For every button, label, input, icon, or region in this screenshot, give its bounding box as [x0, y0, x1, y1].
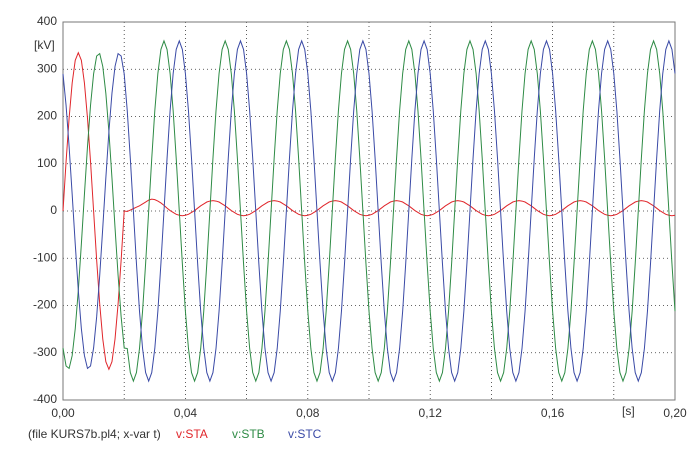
y-tick-label: 300 — [37, 61, 57, 75]
series-line — [62, 51, 676, 371]
legend-prefix: (file KURS7b.pl4; x-var t) — [28, 427, 161, 441]
x-axis-label: [s] — [622, 404, 635, 418]
x-tick-label: 0,20 — [663, 406, 687, 420]
legend-entry: v:STB — [232, 427, 265, 441]
y-axis-label: [kV] — [34, 38, 55, 52]
y-tick-label: 100 — [37, 156, 57, 170]
series-line — [62, 39, 676, 383]
y-tick-label: 200 — [37, 109, 57, 123]
series-line — [62, 39, 676, 383]
y-tick-label: -300 — [33, 345, 57, 359]
legend-entry: v:STC — [288, 427, 322, 441]
x-tick-label: 0,12 — [419, 406, 443, 420]
legend-entry: v:STA — [176, 427, 208, 441]
x-tick-label: 0,04 — [174, 406, 198, 420]
y-tick-label: -100 — [33, 250, 57, 264]
y-tick-label: -200 — [33, 298, 57, 312]
y-tick-label: 0 — [50, 203, 57, 217]
x-tick-label: 0,16 — [541, 406, 565, 420]
x-tick-label: 0,08 — [296, 406, 320, 420]
y-tick-label: -400 — [33, 392, 57, 406]
y-tick-label: 400 — [37, 14, 57, 28]
x-tick-label: 0,00 — [51, 406, 75, 420]
